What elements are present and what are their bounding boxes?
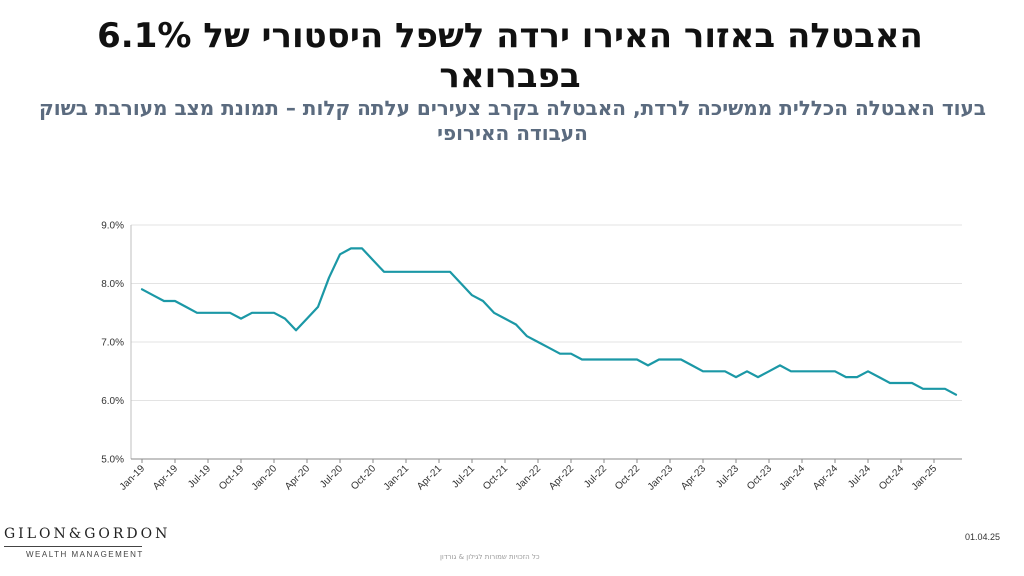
x-tick-label: Apr-21 <box>415 463 444 492</box>
x-tick-label: Oct-20 <box>349 463 378 492</box>
y-tick-label: 8.0% <box>101 279 124 290</box>
x-tick-label: Apr-23 <box>679 463 708 492</box>
x-tick-label: Apr-22 <box>547 463 576 492</box>
y-tick-label: 9.0% <box>101 221 124 232</box>
logo-tagline: WEALTH MANAGEMENT <box>26 550 144 559</box>
y-tick-label: 7.0% <box>101 338 124 349</box>
x-tick-label: Oct-23 <box>745 463 774 492</box>
company-logo: GILON&GORDON WEALTH MANAGEMENT <box>4 526 167 566</box>
x-tick-label: Oct-24 <box>877 463 906 492</box>
page-title: האבטלה באזור האירו ירדה לשפל היסטורי של … <box>97 16 923 96</box>
x-tick-label: Jul-22 <box>582 463 609 490</box>
x-tick-label: Jan-22 <box>514 463 544 493</box>
x-tick-label: Oct-19 <box>217 463 246 492</box>
x-tick-label: Apr-20 <box>283 463 312 492</box>
x-tick-label: Apr-19 <box>151 463 180 492</box>
x-tick-label: Oct-21 <box>481 463 510 492</box>
x-tick-label: Jul-24 <box>846 463 873 490</box>
slide-date: 01.04.25 <box>964 532 1000 542</box>
y-tick-label: 6.0% <box>101 396 124 407</box>
x-tick-label: Jan-23 <box>646 463 676 493</box>
x-tick-label: Jan-24 <box>778 463 808 493</box>
x-tick-label: Apr-24 <box>811 463 840 492</box>
y-tick-label: 5.0% <box>101 455 124 466</box>
x-tick-label: Jul-20 <box>318 463 345 490</box>
x-tick-label: Jan-21 <box>382 463 412 493</box>
x-tick-label: Jul-19 <box>186 463 213 490</box>
series-line <box>140 247 958 396</box>
x-tick-label: Jan-25 <box>910 463 940 493</box>
x-tick-label: Jan-19 <box>118 463 148 493</box>
x-tick-label: Jan-20 <box>250 463 280 493</box>
x-tick-label: Oct-22 <box>613 463 642 492</box>
logo-divider <box>4 546 142 547</box>
logo-wordmark: GILON&GORDON <box>4 526 171 542</box>
page-subtitle: בעוד האבטלה הכללית ממשיכה לרדת, האבטלה ב… <box>39 96 986 145</box>
copyright-notice: כל הזכויות שמורות לגילון & גורדון <box>440 553 540 561</box>
x-tick-label: Jul-21 <box>450 463 477 490</box>
x-tick-label: Jul-23 <box>714 463 741 490</box>
